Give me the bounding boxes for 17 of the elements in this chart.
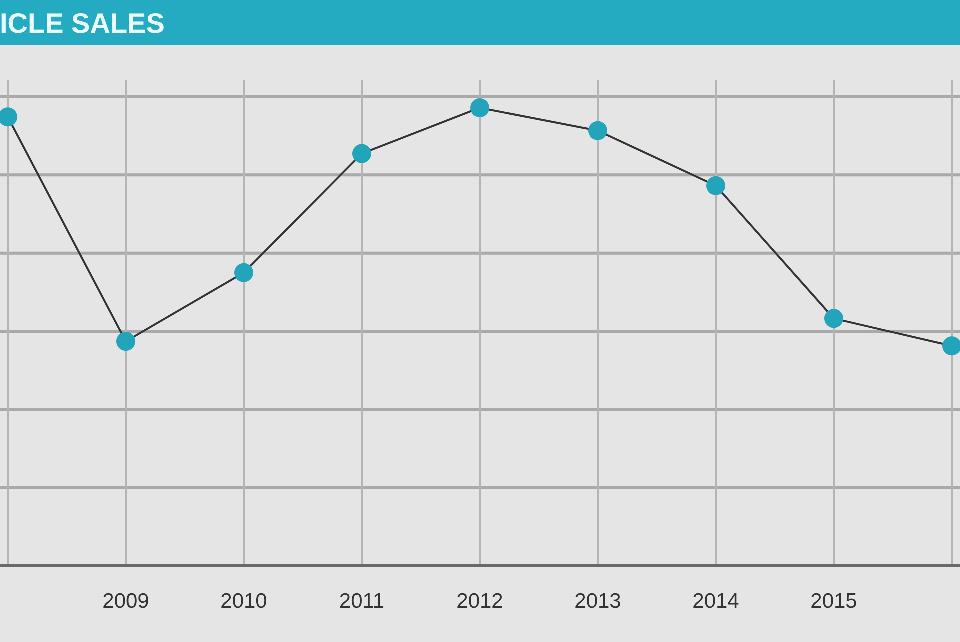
- x-tick-label: 2015: [810, 590, 858, 613]
- point: [706, 176, 726, 196]
- point: [588, 121, 608, 140]
- x-tick-label: 2012: [456, 590, 504, 613]
- point: [234, 263, 254, 282]
- x-tick-label: 2014: [692, 590, 740, 613]
- x-tick-label: 2009: [102, 590, 150, 613]
- point: [942, 336, 960, 356]
- x-tick-label: 2010: [220, 590, 268, 613]
- point: [352, 144, 372, 164]
- point: [824, 309, 844, 328]
- x-tick-label: 2013: [574, 590, 622, 613]
- chart-title: ICLE SALES: [0, 8, 165, 39]
- x-tick-label: 2011: [339, 590, 385, 613]
- point: [0, 108, 18, 127]
- point: [470, 98, 490, 118]
- point: [116, 332, 136, 352]
